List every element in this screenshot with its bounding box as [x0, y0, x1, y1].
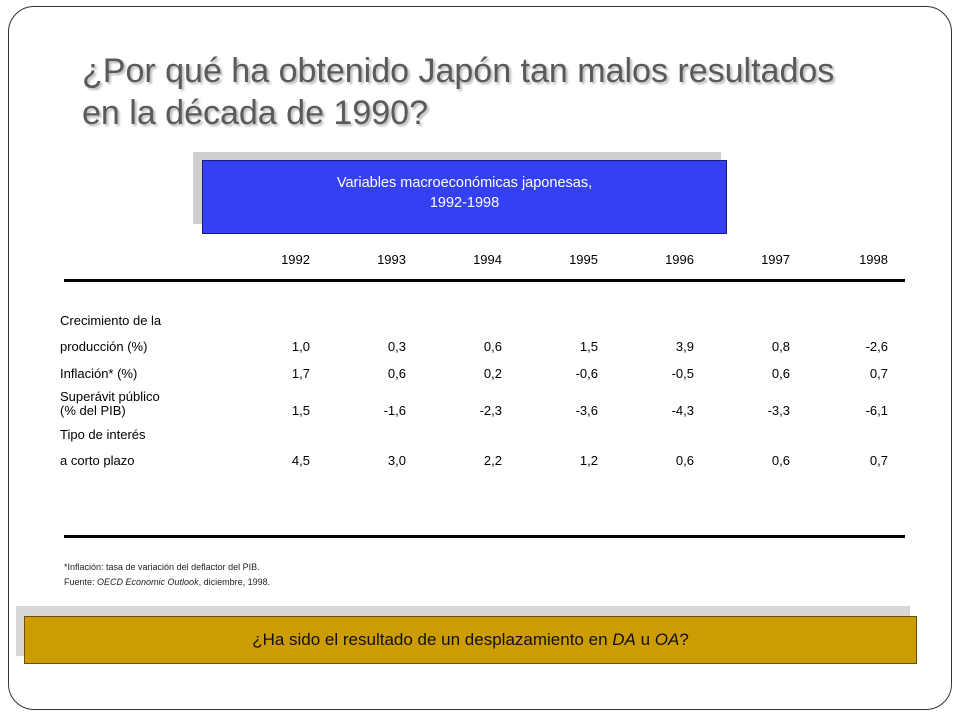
table-header-line-2: 1992-1998 — [429, 195, 500, 211]
row-label: Inflación* (%) — [60, 366, 138, 381]
year-header: 1992 — [281, 252, 310, 267]
year-header: 1997 — [761, 252, 790, 267]
table-cell: -0,5 — [671, 366, 694, 381]
inflation-footnote: *Inflación: tasa de variación del deflac… — [64, 562, 260, 572]
table-cell: -3,3 — [767, 403, 790, 418]
table-cell: -1,6 — [383, 403, 406, 418]
row-label-top: Superávit público — [60, 389, 160, 404]
title-line-1: ¿Por qué ha obtenido Japón tan malos res… — [82, 52, 835, 90]
question-middle: u — [635, 630, 655, 649]
table-cell: -6,1 — [865, 403, 888, 418]
source-name: OECD Economic Outlook — [97, 577, 199, 587]
question-da: DA — [612, 630, 636, 649]
year-header: 1995 — [569, 252, 598, 267]
table-cell: 0,6 — [771, 453, 790, 468]
table-header-box: Variables macroeconómicas japonesas, 199… — [202, 160, 727, 234]
table-cell: 4,5 — [291, 453, 310, 468]
table-cell: -0,6 — [575, 366, 598, 381]
table-cell: 0,2 — [483, 366, 502, 381]
title-line-2: en la década de 1990? — [82, 94, 428, 132]
source-suffix: , diciembre, 1998. — [198, 577, 271, 587]
table-cell: 0,6 — [387, 366, 406, 381]
row-label: producción (%) — [60, 339, 148, 354]
source-prefix: Fuente: — [64, 577, 98, 587]
table-cell: -3,6 — [575, 403, 598, 418]
table-cell: -2,6 — [865, 339, 888, 354]
table-cell: 0,7 — [869, 366, 888, 381]
question-suffix: ? — [679, 630, 689, 649]
table-cell: 0,8 — [771, 339, 790, 354]
table-cell: 1,2 — [579, 453, 598, 468]
year-header: 1996 — [665, 252, 694, 267]
table-cell: 0,6 — [771, 366, 790, 381]
question-oa: OA — [654, 630, 680, 649]
table-cell: 2,2 — [483, 453, 502, 468]
table-header-line-1: Variables macroeconómicas japonesas, — [336, 175, 593, 191]
table-cell: 1,0 — [291, 339, 310, 354]
row-label: (% del PIB) — [60, 403, 126, 418]
table-cell: 1,5 — [291, 403, 310, 418]
table-cell: 0,7 — [869, 453, 888, 468]
row-label-top: Crecimiento de la — [60, 313, 162, 328]
table-bottom-rule — [64, 535, 905, 538]
table-cell: 3,9 — [675, 339, 694, 354]
table-cell: 0,6 — [483, 339, 502, 354]
table-cell: -4,3 — [671, 403, 694, 418]
year-header: 1994 — [473, 252, 502, 267]
table-top-rule — [64, 279, 905, 282]
year-header: 1998 — [859, 252, 888, 267]
year-header: 1993 — [377, 252, 406, 267]
table-cell: 0,3 — [387, 339, 406, 354]
table-cell: 1,5 — [579, 339, 598, 354]
table-cell: 3,0 — [387, 453, 406, 468]
question-prefix: ¿Ha sido el resultado de un desplazamien… — [252, 630, 613, 649]
row-label: a corto plazo — [60, 453, 135, 468]
question-box: ¿Ha sido el resultado de un desplazamien… — [24, 616, 917, 664]
table-cell: 1,7 — [291, 366, 310, 381]
table-cell: 0,6 — [675, 453, 694, 468]
row-label-top: Tipo de interés — [60, 427, 146, 442]
table-cell: -2,3 — [479, 403, 502, 418]
slide-frame — [8, 6, 952, 710]
source-footnote: Fuente: OECD Economic Outlook, diciembre… — [64, 577, 270, 587]
slide-title: ¿Por qué ha obtenido Japón tan malos res… — [82, 50, 902, 134]
